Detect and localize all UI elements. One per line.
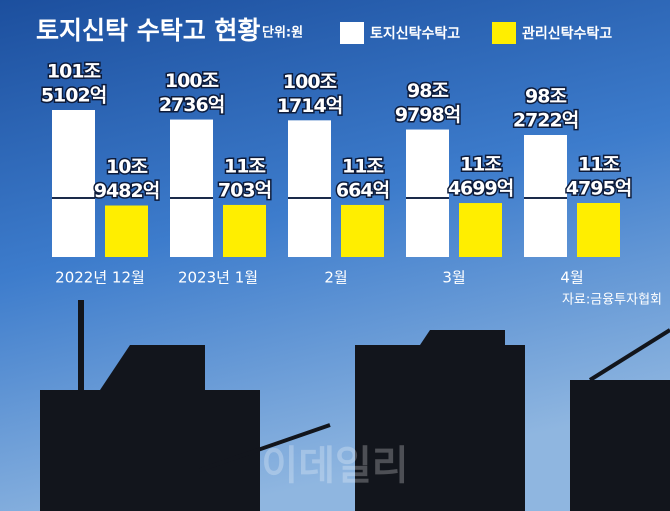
x-tick-label: 2월 — [324, 269, 347, 287]
value-label: 9798억 — [395, 104, 460, 126]
value-label: 2736억 — [159, 94, 224, 116]
bar — [223, 204, 266, 257]
bar — [459, 203, 502, 257]
value-label: 100조 — [165, 70, 219, 92]
x-tick-label: 2023년 1월 — [178, 269, 258, 287]
x-tick-label: 4월 — [560, 269, 583, 287]
value-label: 98조 — [525, 86, 566, 108]
watermark: 이데일리 — [261, 443, 408, 489]
bar — [288, 120, 331, 257]
bar — [577, 203, 620, 257]
value-label: 11조 — [578, 154, 619, 176]
legend-label: 관리신탁수탁고 — [522, 25, 612, 42]
value-label: 100조 — [283, 71, 337, 93]
bar — [52, 110, 95, 257]
x-tick-label: 2022년 12월 — [55, 269, 145, 287]
value-label: 9482억 — [94, 180, 159, 202]
chart-title: 토지신탁 수탁고 현황 — [36, 16, 260, 45]
legend-label: 토지신탁수탁고 — [370, 25, 460, 42]
legend-swatch — [340, 22, 364, 44]
source: 자료:금융투자협회 — [562, 293, 662, 308]
x-tick-label: 3월 — [442, 269, 465, 287]
bar — [341, 204, 384, 257]
value-label: 11조 — [224, 155, 265, 177]
value-label: 101조 — [47, 61, 101, 83]
buildings — [40, 300, 670, 511]
legend-swatch — [492, 22, 516, 44]
bar — [170, 119, 213, 257]
bar — [105, 205, 148, 257]
value-label: 4699억 — [448, 178, 513, 200]
value-label: 11조 — [460, 154, 501, 176]
value-label: 11조 — [342, 155, 383, 177]
value-label: 98조 — [407, 80, 448, 102]
bar — [406, 129, 449, 257]
value-label: 10조 — [106, 156, 147, 178]
value-label: 5102억 — [41, 85, 106, 107]
value-label: 703억 — [218, 179, 271, 201]
value-label: 4795억 — [566, 178, 631, 200]
unit-note: 단위:원 — [262, 25, 303, 41]
value-label: 1714억 — [277, 95, 342, 117]
value-label: 664억 — [336, 179, 389, 201]
value-label: 2722억 — [513, 110, 578, 132]
bar — [524, 135, 567, 257]
